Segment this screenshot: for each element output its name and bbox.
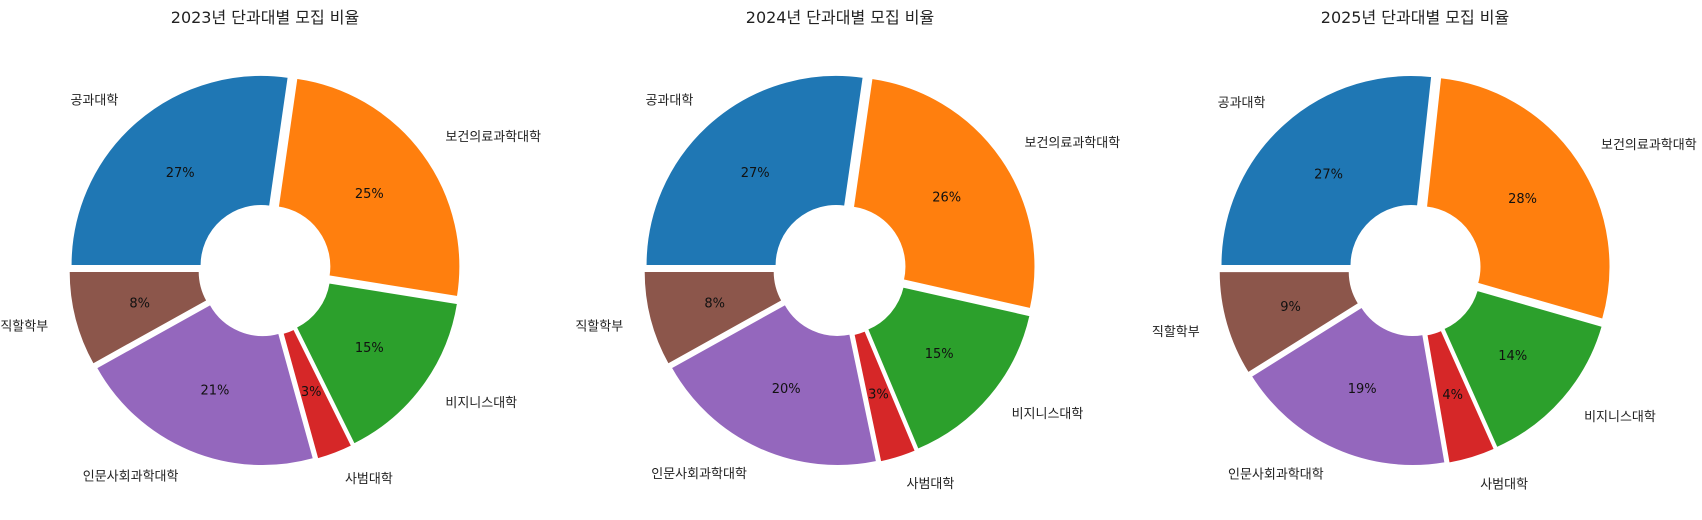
pie-slice-slice-4 — [670, 303, 878, 466]
slice-category-label: 직할학부 — [575, 319, 623, 334]
slice-percent-label: 8% — [129, 297, 150, 312]
slice-category-label: 사범대학 — [907, 477, 955, 492]
slice-category-label: 공과대학 — [645, 94, 693, 109]
pie-slice-slice-0 — [1220, 75, 1433, 267]
slice-percent-label: 14% — [1498, 349, 1527, 364]
slice-category-label: 비지니스대학 — [1584, 410, 1656, 425]
slice-percent-label: 25% — [355, 187, 384, 202]
slice-percent-label: 27% — [166, 166, 195, 181]
slice-category-label: 사범대학 — [345, 472, 393, 487]
slice-percent-label: 21% — [201, 383, 230, 398]
slice-category-label: 인문사회과학대학 — [83, 470, 179, 485]
slice-percent-label: 4% — [1442, 388, 1463, 403]
slice-category-label: 직할학부 — [0, 319, 48, 334]
slice-category-label: 보건의료과학대학 — [445, 130, 541, 145]
slice-percent-label: 19% — [1348, 382, 1377, 397]
pie-slice-slice-1 — [1425, 77, 1611, 320]
pie-slice-slice-1 — [277, 77, 461, 298]
pie-slice-slice-5 — [643, 271, 783, 365]
slice-category-label: 비지니스대학 — [445, 396, 517, 411]
slice-percent-label: 15% — [925, 347, 954, 362]
chart-title: 2025년 단과대별 모집 비율 — [1321, 8, 1509, 27]
slice-percent-label: 3% — [301, 385, 322, 400]
slice-category-label: 공과대학 — [1218, 96, 1266, 111]
slice-percent-label: 20% — [772, 382, 801, 397]
pie-slice-slice-2 — [1443, 289, 1603, 449]
pie-slice-slice-2 — [867, 286, 1031, 450]
slice-percent-label: 8% — [704, 297, 725, 312]
pie-slice-slice-4 — [1250, 306, 1446, 466]
chart-title: 2023년 단과대별 모집 비율 — [171, 8, 359, 27]
slice-percent-label: 3% — [868, 388, 889, 403]
slice-category-label: 보건의료과학대학 — [1601, 138, 1697, 153]
slice-category-label: 직할학부 — [1152, 325, 1200, 340]
pie-slice-slice-3 — [1426, 329, 1495, 464]
slice-percent-label: 28% — [1508, 192, 1537, 207]
pie-slice-slice-5 — [68, 271, 208, 365]
slice-percent-label: 27% — [741, 166, 770, 181]
pie-slice-slice-3 — [853, 330, 916, 463]
slice-category-label: 공과대학 — [70, 94, 118, 109]
pie-slice-slice-2 — [295, 282, 459, 445]
slice-percent-label: 27% — [1314, 168, 1343, 183]
pie-chart-2: 2024년 단과대별 모집 비율 27% 공과대학 26% 보건의료과학대학 15% 비지니… — [575, 8, 1120, 492]
pie-slice-slice-5 — [1218, 271, 1360, 374]
slice-percent-label: 9% — [1280, 300, 1301, 315]
slice-category-label: 인문사회과학대학 — [651, 467, 747, 482]
pie-slice-slice-4 — [95, 304, 314, 466]
pie-chart-1: 2023년 단과대별 모집 비율 27% 공과대학 25% 보건의료과학대학 15% 비지니… — [0, 8, 541, 487]
pie-slice-slice-0 — [70, 75, 289, 266]
pie-slice-slice-1 — [852, 77, 1036, 310]
pie-slice-slice-3 — [282, 328, 353, 460]
slice-percent-label: 15% — [355, 341, 384, 356]
chart-title: 2024년 단과대별 모집 비율 — [746, 8, 934, 27]
pie-chart-3: 2025년 단과대별 모집 비율 27% 공과대학 28% 보건의료과학대학 14% 비지니… — [1152, 8, 1697, 492]
slice-percent-label: 26% — [932, 191, 961, 206]
pie-slice-slice-0 — [645, 75, 864, 266]
slice-category-label: 인문사회과학대학 — [1228, 468, 1324, 483]
slice-category-label: 비지니스대학 — [1012, 407, 1084, 422]
slice-category-label: 사범대학 — [1480, 477, 1528, 492]
slice-category-label: 보건의료과학대학 — [1025, 136, 1121, 151]
